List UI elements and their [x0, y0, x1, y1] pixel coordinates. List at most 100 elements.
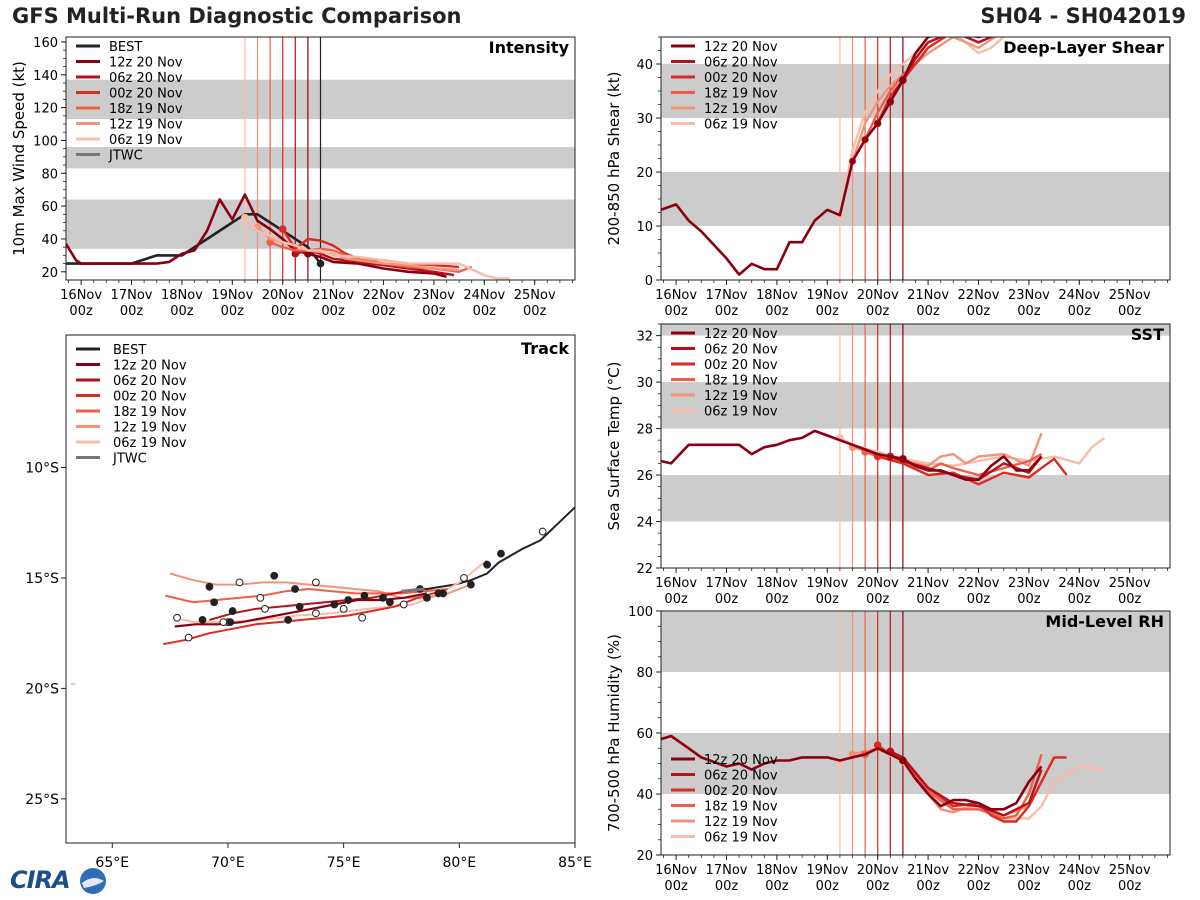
- track-xtick-label: 70°E: [211, 855, 245, 871]
- intensity-ytick-label: 80: [41, 167, 58, 182]
- intensity-xtick-label: 16Nov: [60, 288, 102, 303]
- track-jtwc-line: [401, 587, 425, 593]
- intensity-xtick-label: 19Nov: [211, 288, 253, 303]
- rh-legend-label: 00z 20 Nov: [704, 784, 778, 799]
- shear-xtick-label: 17Nov: [706, 288, 748, 303]
- rh-start-point-r12z20: [899, 756, 907, 765]
- track-marker: [184, 633, 193, 642]
- sst-plot-area: [661, 324, 1170, 568]
- track-marker: [198, 616, 207, 624]
- sst-legend-label: 06z 19 Nov: [704, 405, 778, 420]
- intensity-ytick-label: 60: [41, 200, 58, 215]
- track-legend-label: 12z 20 Nov: [113, 359, 187, 374]
- track-marker: [295, 602, 304, 611]
- track-legend-label: JTWC: [112, 452, 147, 467]
- sst-xtick-label: 18Nov: [756, 576, 798, 591]
- shear-ytick-label: 30: [636, 112, 653, 127]
- track-marker: [210, 598, 218, 607]
- rh-xtick-label: 00z: [1017, 879, 1041, 894]
- sst-xtick-label: 00z: [1118, 592, 1142, 607]
- page-title: GFS Multi-Run Diagnostic Comparison: [12, 4, 462, 28]
- sst-xtick-label: 00z: [816, 592, 840, 607]
- intensity-ytick-label: 160: [33, 36, 58, 51]
- storm-id: SH04 - SH042019: [980, 4, 1186, 28]
- intensity-xtick-label: 24Nov: [463, 288, 505, 303]
- intensity-xtick-label: 00z: [170, 304, 194, 319]
- shear-xtick-label: 00z: [967, 304, 991, 319]
- track-bg: [66, 335, 575, 843]
- track-marker: [219, 618, 228, 627]
- track-marker: [423, 593, 431, 602]
- sst-xtick-label: 19Nov: [806, 576, 848, 591]
- shear-xtick-label: 16Nov: [655, 288, 697, 303]
- intensity-ytick-label: 100: [33, 134, 58, 149]
- intensity-legend-label: 06z 19 Nov: [109, 133, 183, 148]
- track-panel: 65°E 70°E 75°E 80°E 85°E 10°S 15°S 20°S 25°S Trac…: [25, 334, 592, 871]
- track-ytick-label: 25°S: [25, 792, 59, 808]
- shear-point: [899, 77, 907, 84]
- shear-point: [861, 136, 869, 143]
- intensity-panel-label: Intensity: [489, 38, 570, 57]
- intensity-legend-label: 18z 19 Nov: [109, 102, 183, 117]
- track-marker: [256, 593, 265, 602]
- track-legend-label: 00z 20 Nov: [113, 390, 187, 405]
- rh-plot-area: [661, 611, 1170, 855]
- rh-ytick-label: 100: [628, 605, 653, 620]
- intensity-xtick-label: 00z: [271, 304, 295, 319]
- shear-point: [887, 98, 894, 106]
- shear-point: [874, 120, 881, 127]
- shear-xtick-label: 00z: [715, 304, 739, 319]
- track-ytick-label: 10°S: [25, 461, 59, 477]
- shear-ytick-label: 20: [636, 166, 653, 181]
- sst-xtick-label: 00z: [1068, 592, 1092, 607]
- sst-legend-label: 12z 19 Nov: [704, 389, 778, 404]
- rh-xtick-label: 25Nov: [1109, 863, 1151, 878]
- shear-series-r06z19: [838, 37, 1005, 216]
- track-legend-label: BEST: [113, 343, 146, 358]
- shear-xtick-label: 00z: [816, 304, 840, 319]
- sst-band-0: [661, 475, 1170, 522]
- cira-logo: CIRA: [6, 866, 106, 896]
- track-marker: [284, 616, 293, 624]
- intensity-ylabel: 10m Max Wind Speed (kt): [10, 61, 28, 256]
- track-marker: [483, 560, 491, 569]
- intensity-series-r06z19: [244, 216, 510, 280]
- sst-legend-label: 18z 19 Nov: [704, 374, 778, 389]
- shear-legend-label: 06z 19 Nov: [704, 118, 778, 133]
- intensity-legend-label: 00z 20 Nov: [109, 87, 183, 102]
- sst-ytick-label: 32: [636, 330, 653, 345]
- rh-band-1: [661, 611, 1170, 672]
- sst-xtick-label: 00z: [916, 592, 940, 607]
- track-legend-label: 06z 20 Nov: [113, 374, 187, 389]
- intensity-xtick-label: 22Nov: [363, 288, 405, 303]
- rh-panel-label: Mid-Level RH: [1045, 612, 1164, 631]
- rh-xtick-label: 00z: [816, 879, 840, 894]
- intensity-xtick-label: 20Nov: [262, 288, 304, 303]
- shear-series-r00z20: [876, 37, 985, 124]
- shear-legend-label: 00z 20 Nov: [704, 71, 778, 86]
- shear-xtick-label: 00z: [1017, 304, 1041, 319]
- shear-xtick-label: 00z: [664, 304, 688, 319]
- rh-legend-label: 18z 19 Nov: [704, 800, 778, 815]
- track-marker: [291, 585, 299, 593]
- track-marker: [460, 574, 468, 582]
- sst-xtick-label: 24Nov: [1058, 576, 1100, 591]
- shear-ytick-label: 10: [636, 220, 653, 235]
- sst-ytick-label: 24: [636, 516, 653, 531]
- sst-start-point-r12z20: [899, 454, 907, 463]
- intensity-plot-area: [66, 37, 575, 280]
- sst-xtick-label: 00z: [664, 592, 688, 607]
- sst-panel: 22242628303216Nov00z17Nov00z18Nov00z19No…: [605, 323, 1171, 607]
- sst-series-r12z20: [661, 429, 1043, 482]
- sst-xtick-label: 00z: [967, 592, 991, 607]
- intensity-panel: 2040608010012014016016Nov00z17Nov00z18No…: [10, 36, 576, 319]
- shear-series-r12z20: [661, 37, 985, 276]
- intensity-series-r12z20: [66, 193, 447, 278]
- rh-xtick-label: 00z: [967, 879, 991, 894]
- rh-xtick-label: 00z: [866, 879, 890, 894]
- sst-band-1: [661, 382, 1170, 429]
- shear-ytick-label: 0: [645, 274, 653, 289]
- track-panel-label: Track: [521, 339, 569, 358]
- intensity-legend-label: JTWC: [108, 149, 143, 164]
- track-ytick-label: 15°S: [25, 571, 59, 587]
